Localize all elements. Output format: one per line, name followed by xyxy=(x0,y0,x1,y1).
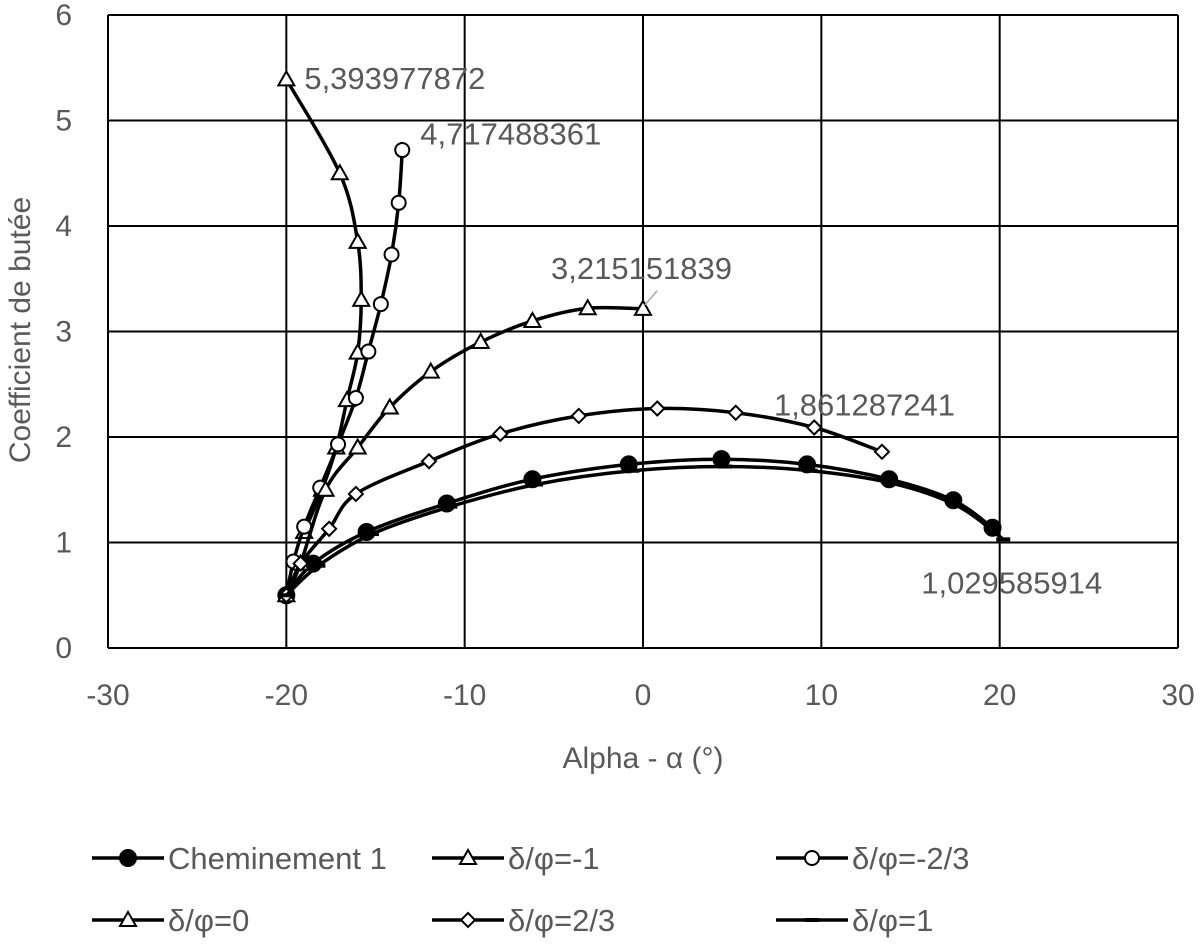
data-point xyxy=(420,452,438,470)
legend-marker xyxy=(119,849,137,867)
series-line xyxy=(284,305,644,597)
data-point xyxy=(383,246,400,263)
x-tick-label: -30 xyxy=(86,679,129,712)
data-point xyxy=(873,443,891,461)
data-point xyxy=(351,289,371,307)
legend-item: δ/φ=1 xyxy=(776,903,933,938)
tick-labels: -30 -20 -10 0 10 20 30 0 1 2 3 4 5 6 xyxy=(55,0,1194,712)
legend-label: δ/φ=-2/3 xyxy=(852,841,970,876)
data-point xyxy=(330,163,350,181)
series-5 xyxy=(277,400,891,604)
y-tick-label: 2 xyxy=(55,421,72,454)
annotations: 5,393977872 4,717488361 3,215151839 1,86128… xyxy=(304,61,1102,600)
legend-item: δ/φ=0 xyxy=(92,903,249,938)
data-label: 1,861287241 xyxy=(774,388,955,423)
legend-label: δ/φ=0 xyxy=(168,903,249,938)
data-point xyxy=(276,69,297,87)
data-point xyxy=(347,485,365,503)
legend-label: δ/φ=1 xyxy=(852,903,933,938)
y-tick-label: 1 xyxy=(55,527,72,560)
data-point xyxy=(522,310,543,328)
data-point xyxy=(390,194,407,211)
data-point xyxy=(292,555,310,573)
data-point xyxy=(491,425,509,443)
data-label: 4,717488361 xyxy=(420,116,601,151)
series-layer xyxy=(276,69,1011,605)
legend-label: δ/φ=-1 xyxy=(508,841,600,876)
data-label: 5,393977872 xyxy=(304,61,485,96)
legend-marker xyxy=(458,847,478,865)
data-point xyxy=(633,298,653,316)
legend-item: δ/φ=2/3 xyxy=(432,903,615,938)
y-tick-label: 3 xyxy=(55,316,72,349)
data-point xyxy=(347,231,368,249)
data-point xyxy=(727,404,745,422)
data-point xyxy=(421,361,441,379)
x-tick-label: 30 xyxy=(1161,679,1194,712)
data-point xyxy=(470,332,491,350)
legend-marker xyxy=(118,909,138,927)
data-point xyxy=(577,298,598,316)
data-point xyxy=(805,419,823,436)
data-label: 3,215151839 xyxy=(551,251,732,286)
legend-item: δ/φ=-1 xyxy=(432,841,600,876)
series-4 xyxy=(276,298,653,603)
x-tick-label: -10 xyxy=(443,679,486,712)
x-tick-label: 0 xyxy=(635,679,652,712)
data-label: 1,029585914 xyxy=(921,565,1102,600)
x-tick-label: -20 xyxy=(265,679,308,712)
data-point xyxy=(380,397,400,415)
y-tick-label: 5 xyxy=(55,105,72,138)
legend-item: Cheminement 1 xyxy=(92,841,387,876)
data-point xyxy=(372,296,389,313)
data-point xyxy=(347,389,364,406)
y-tick-label: 0 xyxy=(55,632,72,665)
data-point xyxy=(320,520,338,538)
x-tick-label: 20 xyxy=(983,679,1016,712)
data-point xyxy=(394,142,411,159)
grid xyxy=(107,14,1179,649)
data-point xyxy=(315,479,336,497)
legend-item: δ/φ=-2/3 xyxy=(776,841,970,876)
series-6 xyxy=(279,464,1011,598)
y-tick-label: 6 xyxy=(55,0,72,32)
legend-label: δ/φ=2/3 xyxy=(508,903,615,938)
legend: Cheminement 1 δ/φ=-1 δ/φ=-2/3 δ/φ=0 δ/φ=2/3 δ… xyxy=(92,841,970,938)
legend-marker xyxy=(459,911,477,929)
data-point xyxy=(360,343,377,360)
y-tick-label: 4 xyxy=(55,210,72,243)
annotation-leader xyxy=(644,290,658,306)
data-point xyxy=(330,436,347,453)
y-axis-title: Coefficient de butée xyxy=(4,197,37,463)
legend-label: Cheminement 1 xyxy=(168,841,387,876)
x-tick-label: 10 xyxy=(805,679,838,712)
data-point xyxy=(570,407,588,425)
data-point xyxy=(648,400,666,417)
legend-marker xyxy=(804,850,820,866)
x-axis-title: Alpha - α (°) xyxy=(562,742,723,775)
data-point xyxy=(347,437,368,455)
